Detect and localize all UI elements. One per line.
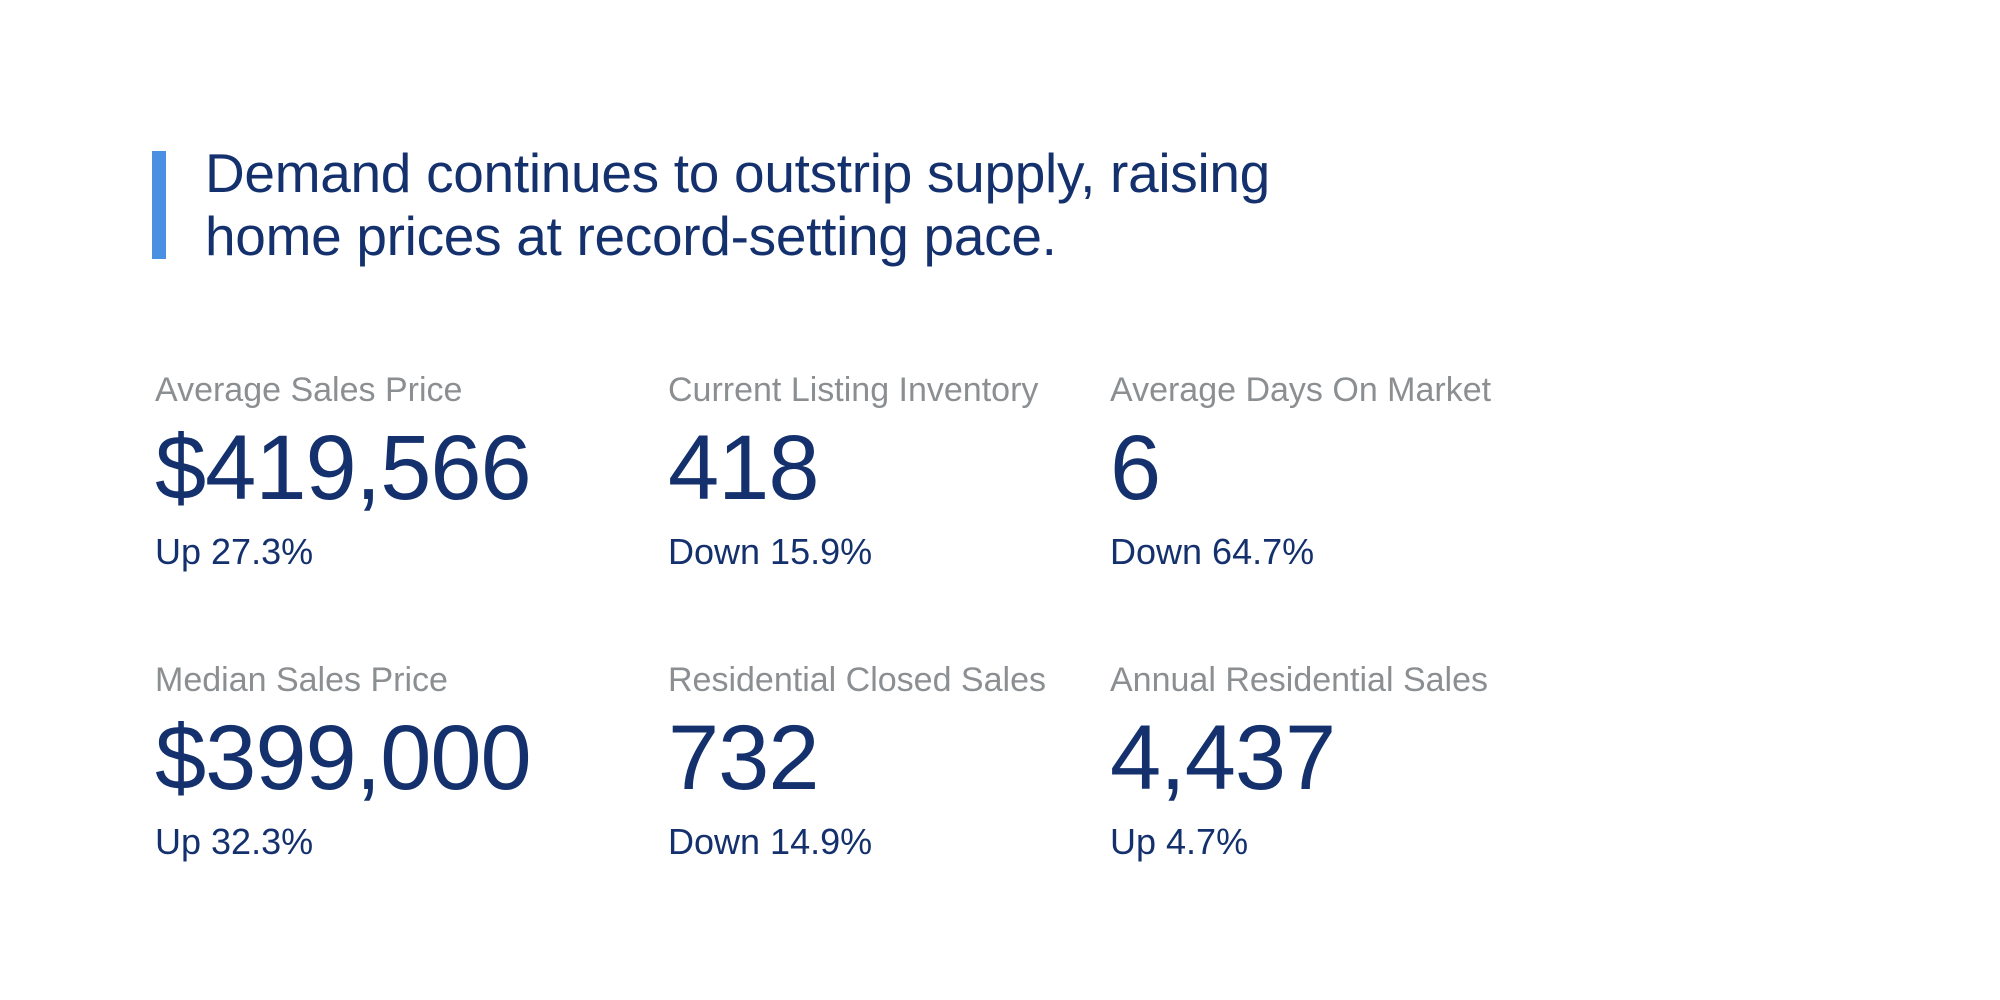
stat-card-average-days-on-market: Average Days On Market 6 Down 64.7%: [1110, 370, 1670, 573]
stat-change: Down 64.7%: [1110, 530, 1315, 572]
headline-line-2: home prices at record-setting pace.: [205, 205, 1057, 268]
headline-section: Demand continues to outstrip supply, rai…: [152, 142, 1270, 269]
stat-label: Current Listing Inventory: [668, 371, 1039, 409]
stat-label: Median Sales Price: [155, 661, 448, 700]
stat-card-annual-residential-sales: Annual Residential Sales 4,437 Up 4.7%: [1110, 660, 1670, 863]
stat-label: Residential Closed Sales: [668, 661, 1046, 700]
stat-change: Up 32.3%: [155, 820, 314, 862]
stat-value: $419,566: [155, 416, 532, 519]
headline-accent-bar: [152, 151, 166, 259]
stat-value: 418: [668, 416, 820, 519]
stat-value: $399,000: [155, 706, 532, 809]
stat-card-median-sales-price: Median Sales Price $399,000 Up 32.3%: [155, 660, 668, 863]
stat-label: Annual Residential Sales: [1110, 661, 1489, 700]
stats-grid: Average Sales Price $419,566 Up 27.3% Cu…: [155, 370, 1670, 863]
stat-card-current-listing-inventory: Current Listing Inventory 418 Down 15.9%: [668, 370, 1110, 573]
stat-change: Down 15.9%: [668, 530, 873, 572]
stat-value: 732: [668, 706, 820, 809]
stat-change: Down 14.9%: [668, 820, 873, 862]
headline-line-1: Demand continues to outstrip supply, rai…: [205, 142, 1270, 204]
stat-card-residential-closed-sales: Residential Closed Sales 732 Down 14.9%: [668, 660, 1110, 863]
stat-value: 4,437: [1110, 706, 1336, 809]
stat-label: Average Days On Market: [1110, 371, 1492, 409]
stat-value: 6: [1110, 416, 1161, 519]
stat-change: Up 4.7%: [1110, 820, 1249, 862]
stat-label: Average Sales Price: [155, 371, 463, 409]
stat-change: Up 27.3%: [155, 530, 314, 572]
page-title: Demand continues to outstrip supply, rai…: [205, 142, 1270, 269]
stat-card-average-sales-price: Average Sales Price $419,566 Up 27.3%: [155, 370, 668, 573]
